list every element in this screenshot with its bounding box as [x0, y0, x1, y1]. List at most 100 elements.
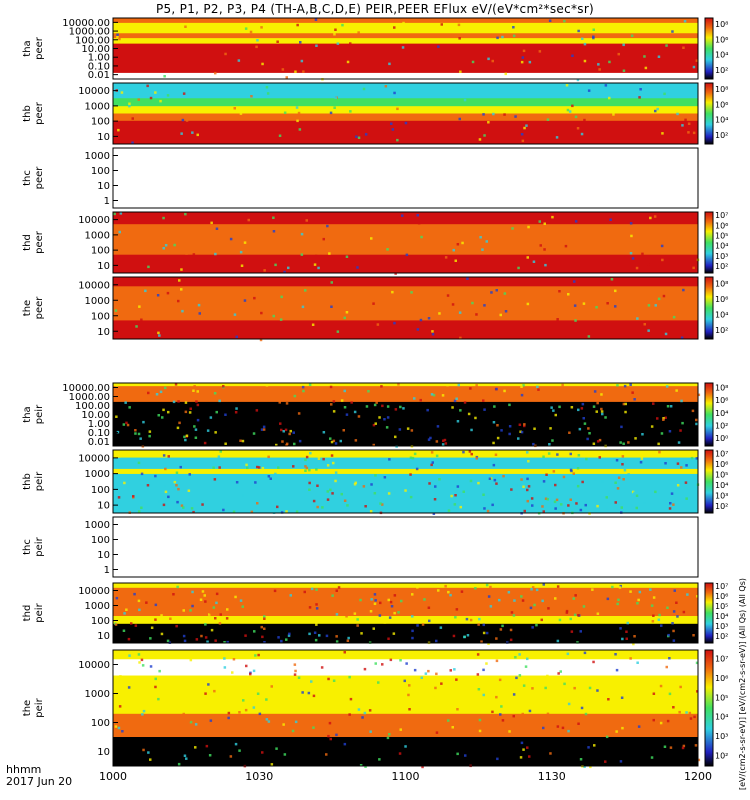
texture-speck — [424, 672, 428, 675]
texture-speck — [438, 312, 441, 315]
texture-speck — [619, 627, 622, 630]
texture-speck — [396, 107, 399, 111]
texture-speck — [483, 507, 486, 510]
texture-speck — [338, 488, 342, 491]
colorbar-label: 10⁵ — [715, 470, 728, 479]
texture-speck — [604, 416, 607, 419]
texture-speck — [252, 669, 256, 673]
texture-speck — [185, 434, 189, 437]
texture-speck — [209, 611, 212, 615]
texture-speck — [234, 742, 238, 746]
texture-speck — [234, 411, 238, 414]
y-tick-label: 10 — [97, 747, 110, 758]
texture-speck — [140, 472, 144, 476]
texture-speck — [531, 504, 534, 507]
panel-band — [113, 623, 698, 644]
texture-speck — [381, 404, 384, 408]
texture-speck — [389, 224, 392, 228]
texture-speck — [474, 587, 477, 590]
texture-speck — [576, 484, 580, 488]
texture-speck — [567, 293, 570, 296]
texture-speck — [317, 457, 321, 460]
texture-speck — [520, 133, 524, 136]
texture-speck — [647, 596, 651, 599]
texture-speck — [270, 763, 274, 766]
texture-speck — [532, 260, 536, 263]
texture-speck — [499, 713, 502, 716]
texture-speck — [557, 672, 560, 675]
texture-speck — [580, 132, 584, 136]
texture-speck — [468, 723, 471, 727]
texture-speck — [644, 470, 647, 474]
texture-speck — [238, 749, 241, 752]
texture-speck — [578, 427, 582, 431]
texture-speck — [661, 132, 664, 135]
texture-speck — [187, 497, 190, 501]
texture-speck — [196, 390, 199, 393]
texture-speck — [458, 37, 461, 40]
texture-speck — [197, 303, 201, 307]
texture-speck — [320, 666, 324, 669]
texture-speck — [537, 388, 540, 391]
texture-speck — [218, 466, 221, 469]
texture-speck — [658, 613, 661, 617]
texture-speck — [263, 641, 266, 644]
texture-speck — [668, 657, 671, 660]
texture-speck — [546, 118, 550, 121]
texture-speck — [577, 722, 580, 725]
texture-speck — [372, 302, 375, 305]
texture-speck — [397, 611, 400, 614]
texture-speck — [162, 247, 165, 250]
y-tick-label: 100 — [91, 166, 110, 177]
texture-speck — [255, 409, 259, 412]
texture-speck — [240, 46, 244, 50]
texture-speck — [246, 466, 249, 470]
texture-speck — [118, 705, 122, 708]
panel-band — [113, 386, 698, 403]
panel-probe-label: thd — [22, 605, 33, 622]
texture-speck — [272, 216, 275, 219]
texture-speck — [561, 383, 564, 387]
texture-speck — [544, 263, 547, 267]
texture-speck — [149, 96, 153, 100]
texture-speck — [657, 442, 660, 446]
colorbar-label: 10² — [715, 131, 728, 140]
texture-speck — [330, 403, 333, 406]
texture-speck — [393, 611, 396, 615]
texture-speck — [397, 383, 400, 386]
texture-speck — [193, 385, 196, 388]
texture-speck — [280, 295, 283, 299]
texture-speck — [519, 756, 523, 759]
texture-speck — [520, 430, 524, 434]
texture-speck — [444, 442, 448, 445]
texture-speck — [653, 215, 657, 218]
texture-speck — [608, 60, 611, 64]
texture-speck — [573, 613, 577, 617]
texture-speck — [452, 248, 455, 252]
texture-speck — [519, 708, 523, 711]
y-tick-label: 10000 — [78, 660, 110, 671]
texture-speck — [235, 407, 238, 410]
texture-speck — [356, 618, 359, 621]
texture-speck — [343, 406, 347, 409]
texture-speck — [339, 439, 342, 443]
texture-speck — [393, 91, 396, 95]
texture-speck — [568, 110, 572, 113]
panel-band — [113, 320, 698, 331]
texture-speck — [547, 452, 551, 455]
texture-speck — [498, 598, 501, 602]
texture-speck — [409, 456, 413, 459]
panel-probe-label: tha — [22, 40, 33, 56]
texture-speck — [258, 712, 262, 716]
texture-speck — [141, 713, 144, 716]
texture-speck — [467, 412, 471, 416]
texture-speck — [117, 128, 120, 132]
texture-speck — [579, 508, 583, 512]
texture-speck — [428, 619, 431, 623]
texture-speck — [672, 706, 675, 709]
texture-speck — [208, 754, 212, 757]
texture-speck — [453, 503, 457, 506]
texture-speck — [383, 418, 386, 421]
texture-speck — [274, 263, 277, 267]
texture-speck — [509, 628, 513, 632]
